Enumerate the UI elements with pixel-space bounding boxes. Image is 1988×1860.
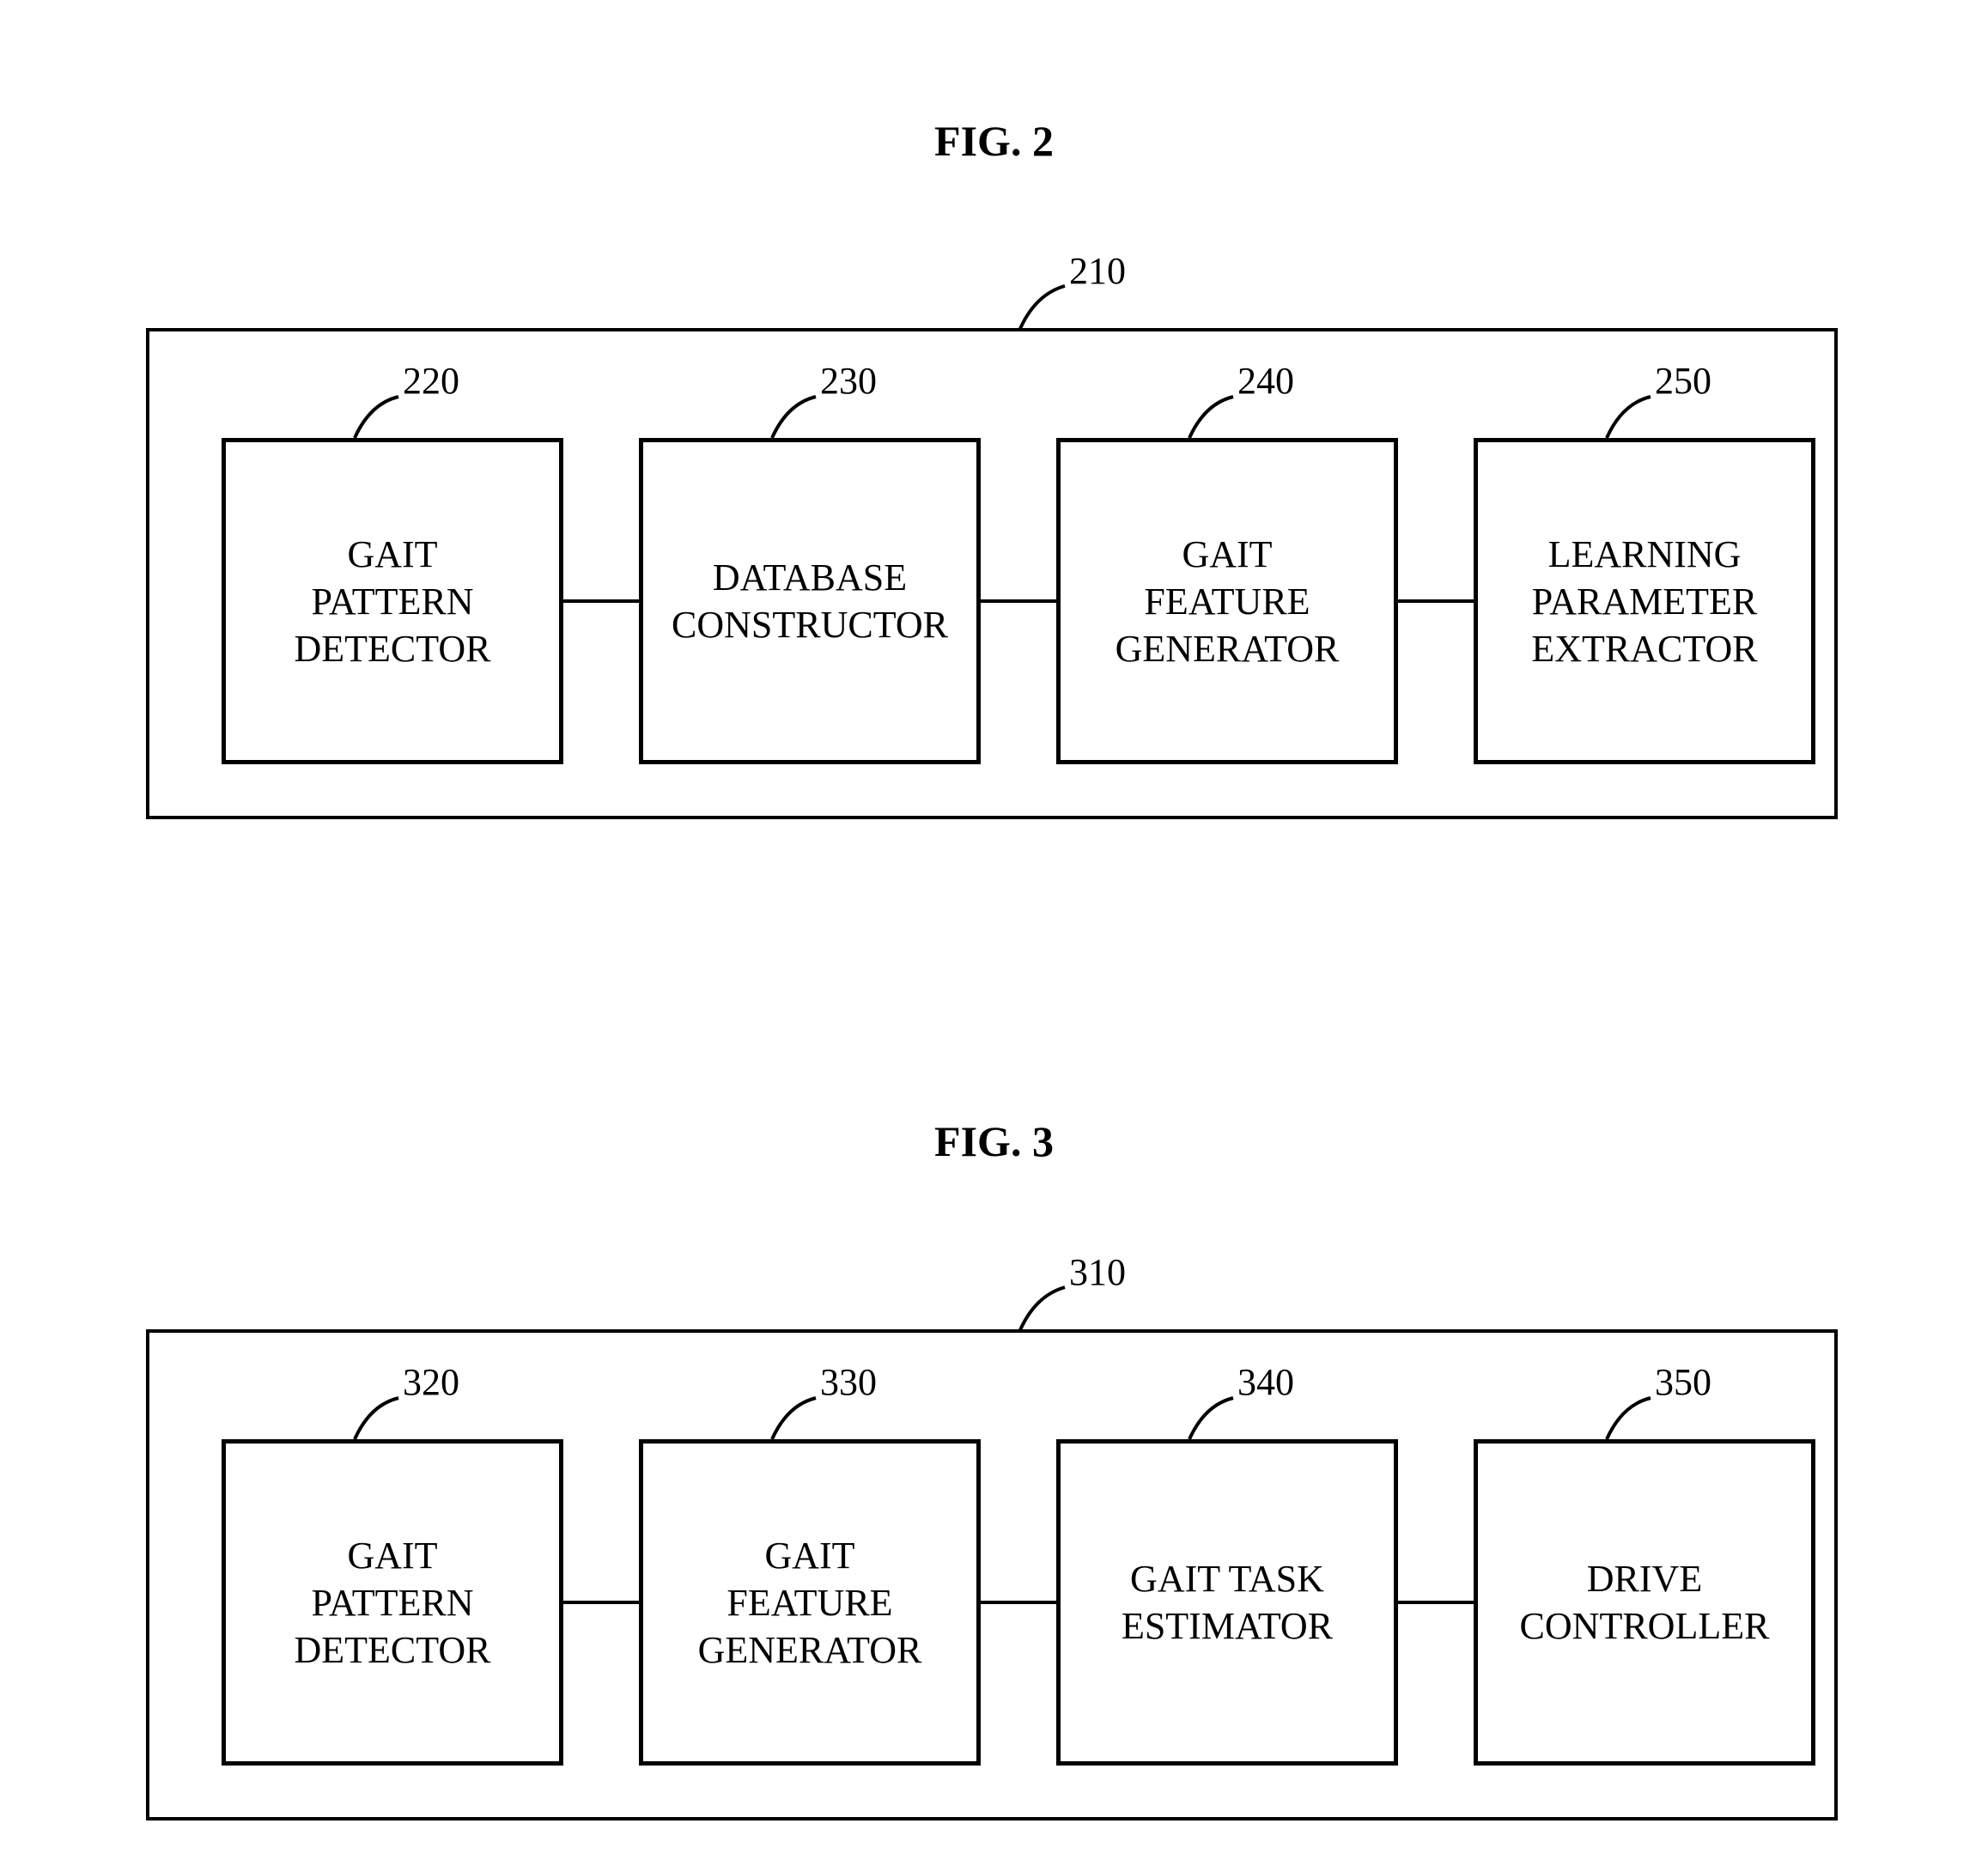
fig3-leader-330	[769, 1398, 820, 1443]
fig2-box-220: GAITPATTERNDETECTOR	[222, 438, 563, 764]
fig2-leader-250	[1603, 397, 1655, 441]
fig3-leader-340	[1186, 1398, 1237, 1443]
fig2-connector-0	[563, 599, 639, 603]
fig2-leader-240	[1186, 397, 1237, 441]
fig2-connector-1	[981, 599, 1056, 603]
fig2-ref-230: 230	[820, 359, 877, 403]
fig3-box-340-label: GAIT TASKESTIMATOR	[1122, 1555, 1333, 1650]
fig3-connector-1	[981, 1601, 1056, 1604]
fig3-leader-320	[351, 1398, 403, 1443]
fig2-container-leader	[1018, 286, 1069, 333]
fig3-box-350: DRIVECONTROLLER	[1474, 1439, 1815, 1766]
fig3-container-leader	[1018, 1287, 1069, 1334]
fig2-box-250-label: LEARNINGPARAMETEREXTRACTOR	[1531, 531, 1757, 672]
figure-3-title: FIG. 3	[934, 1116, 1054, 1166]
fig3-ref-350: 350	[1655, 1360, 1711, 1404]
fig3-box-330-label: GAITFEATUREGENERATOR	[698, 1532, 922, 1674]
fig3-leader-350	[1603, 1398, 1655, 1443]
fig2-box-230: DATABASECONSTRUCTOR	[639, 438, 981, 764]
fig3-connector-2	[1398, 1601, 1474, 1604]
fig3-ref-330: 330	[820, 1360, 877, 1404]
fig2-box-240-label: GAITFEATUREGENERATOR	[1116, 531, 1340, 672]
fig3-box-320-label: GAITPATTERNDETECTOR	[295, 1532, 491, 1674]
fig3-box-350-label: DRIVECONTROLLER	[1520, 1555, 1770, 1650]
fig3-ref-320: 320	[403, 1360, 459, 1404]
fig2-box-220-label: GAITPATTERNDETECTOR	[295, 531, 491, 672]
fig2-box-240: GAITFEATUREGENERATOR	[1056, 438, 1398, 764]
fig3-container-ref: 310	[1069, 1250, 1126, 1294]
fig2-connector-2	[1398, 599, 1474, 603]
fig3-box-320: GAITPATTERNDETECTOR	[222, 1439, 563, 1766]
fig3-box-330: GAITFEATUREGENERATOR	[639, 1439, 981, 1766]
figure-2-title: FIG. 2	[934, 116, 1054, 166]
fig2-ref-220: 220	[403, 359, 459, 403]
fig2-box-230-label: DATABASECONSTRUCTOR	[672, 554, 948, 648]
fig3-ref-340: 340	[1237, 1360, 1294, 1404]
fig2-leader-220	[351, 397, 403, 441]
fig2-container-ref: 210	[1069, 249, 1126, 293]
fig3-box-340: GAIT TASKESTIMATOR	[1056, 1439, 1398, 1766]
fig2-box-250: LEARNINGPARAMETEREXTRACTOR	[1474, 438, 1815, 764]
fig3-connector-0	[563, 1601, 639, 1604]
fig2-ref-240: 240	[1237, 359, 1294, 403]
fig2-ref-250: 250	[1655, 359, 1711, 403]
fig2-leader-230	[769, 397, 820, 441]
